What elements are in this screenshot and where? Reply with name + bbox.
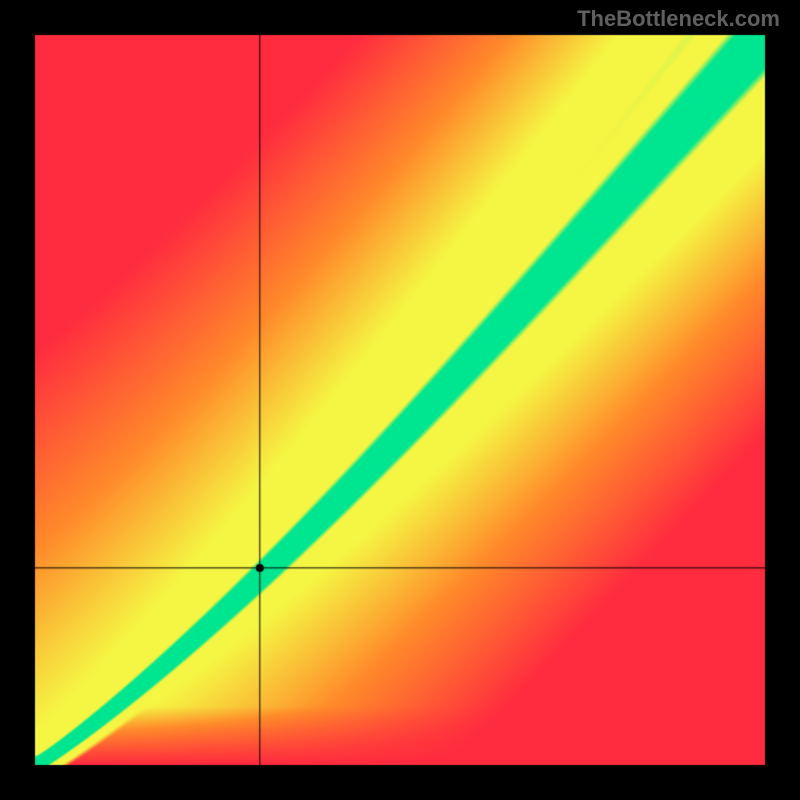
chart-container: TheBottleneck.com	[0, 0, 800, 800]
heatmap-canvas	[0, 0, 800, 800]
watermark-text: TheBottleneck.com	[577, 6, 780, 32]
